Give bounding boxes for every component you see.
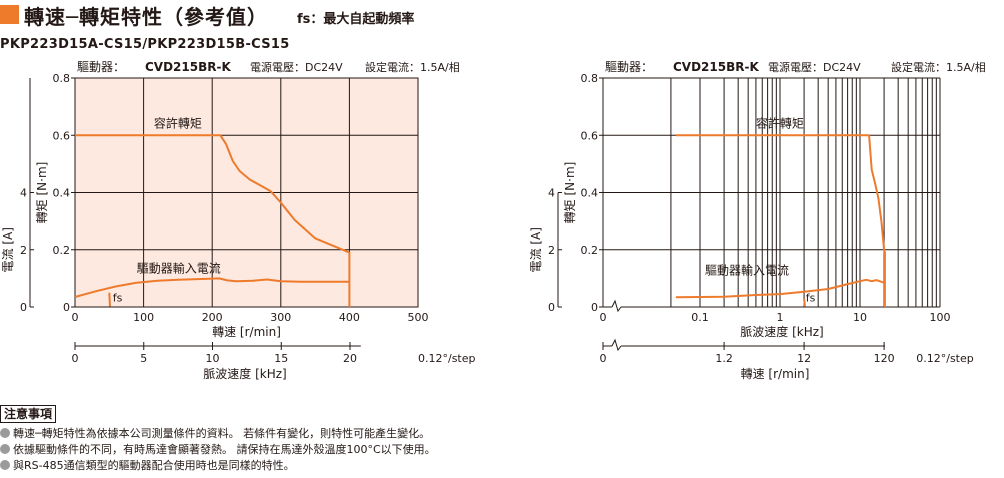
orange-square-icon bbox=[0, 5, 19, 24]
current-tick-label: 2 bbox=[20, 244, 27, 257]
note-item: 與RS-485通信類型的驅動器配合使用時也是同樣的特性。 bbox=[0, 458, 295, 474]
driver-model: CVD215BR-K bbox=[673, 60, 759, 74]
axis-break-icon bbox=[611, 299, 622, 313]
current-setting-label: 設定電流：1.5A/相 bbox=[891, 60, 986, 74]
step-angle-note: 0.12°/step bbox=[418, 352, 476, 365]
y-tick-label: 0 bbox=[63, 301, 70, 314]
driver-model: CVD215BR-K bbox=[145, 60, 231, 74]
fs-label: fs bbox=[113, 291, 123, 304]
fs-label: fs bbox=[806, 291, 816, 304]
notes-title: 注意事項 bbox=[0, 405, 57, 423]
voltage-label: 電源電壓：DC24V bbox=[250, 60, 343, 74]
x-axis-label: 脈波速度 [kHz] bbox=[740, 324, 823, 339]
driver-current-label: 驅動器輸入電流 bbox=[137, 260, 221, 275]
driver-label: 驅動器： bbox=[77, 60, 125, 74]
voltage-label: 電源電壓：DC24V bbox=[768, 60, 861, 74]
note-text: 轉速─轉矩特性為依據本公司測量條件的資料。 若條件有變化，則特性可能產生變化。 bbox=[13, 427, 431, 440]
y-tick-label: 0 bbox=[591, 301, 598, 314]
x-tick-label: 500 bbox=[408, 311, 429, 324]
x-tick-label: 300 bbox=[270, 311, 291, 324]
allowable-torque-curve bbox=[75, 134, 351, 307]
y-tick-label: 0.8 bbox=[581, 72, 599, 85]
charts-area: 驅動器： CVD215BR-K 電源電壓：DC24V 設定電流：1.5A/相 0 0.2 0… bbox=[1, 60, 986, 381]
pulse-tick-label: 10 bbox=[206, 352, 220, 365]
note-item: 依據驅動條件的不同，有時馬達會顯著發熱。 請保持在馬達外殼溫度100°C以下使用… bbox=[0, 442, 436, 458]
step-angle-note: 0.12°/step bbox=[916, 352, 974, 365]
y-tick-label: 0.2 bbox=[581, 244, 599, 257]
pulse-axis-label: 脈波速度 [kHz] bbox=[203, 366, 286, 381]
axis-break-icon bbox=[611, 338, 622, 352]
allowable-torque-label: 容許轉矩 bbox=[154, 115, 202, 130]
pulse-tick-label: 20 bbox=[343, 352, 357, 365]
bullet-icon bbox=[0, 444, 10, 454]
current-axis-label: 電流 [A] bbox=[529, 227, 543, 272]
x-tick-label: 10 bbox=[853, 311, 867, 324]
torque-axis-label: 轉矩 [N·m] bbox=[563, 162, 577, 224]
current-tick-label: 4 bbox=[548, 187, 555, 200]
driver-current-curve bbox=[675, 278, 885, 299]
allowable-torque-curve bbox=[675, 134, 886, 307]
current-tick-label: 0 bbox=[548, 301, 555, 314]
torque-axis-label: 轉矩 [N·m] bbox=[35, 162, 49, 224]
rpm-tick-label: 0 bbox=[600, 352, 607, 365]
x-tick-label: 400 bbox=[339, 311, 360, 324]
fs-marker bbox=[803, 298, 806, 307]
y-tick-label: 0.6 bbox=[581, 129, 599, 142]
page-header: 轉速─轉矩特性（參考值） fs：最大自起動頻率 bbox=[0, 0, 1004, 30]
allowable-torque-label: 容許轉矩 bbox=[756, 115, 804, 130]
rpm-axis-label: 轉速 [r/min] bbox=[741, 367, 810, 381]
current-tick-label: 0 bbox=[20, 301, 27, 314]
pulse-tick-label: 0 bbox=[72, 352, 79, 365]
y-tick-label: 0.2 bbox=[53, 244, 71, 257]
y-tick-label: 0.6 bbox=[53, 129, 71, 142]
y-tick-label: 0.4 bbox=[53, 187, 71, 200]
driver-current-label: 驅動器輸入電流 bbox=[705, 262, 789, 277]
y-tick-label: 0.4 bbox=[581, 187, 599, 200]
current-tick-label: 2 bbox=[548, 244, 555, 257]
rpm-tick-label: 120 bbox=[874, 352, 895, 365]
x-tick-label: 0.1 bbox=[691, 311, 709, 324]
x-tick-label: 100 bbox=[133, 311, 154, 324]
pulse-tick-label: 15 bbox=[274, 352, 288, 365]
x-axis-label: 轉速 [r/min] bbox=[212, 325, 281, 339]
y-tick-label: 0.8 bbox=[53, 72, 71, 85]
bullet-icon bbox=[0, 428, 10, 438]
x-tick-label: 200 bbox=[202, 311, 223, 324]
fs-marker bbox=[108, 292, 111, 307]
x-tick-label: 0 bbox=[600, 311, 607, 324]
rpm-tick-label: 12 bbox=[797, 352, 811, 365]
pulse-tick-label: 5 bbox=[140, 352, 147, 365]
x-tick-label: 0 bbox=[72, 311, 79, 324]
model-name: PKP223D15A-CS15/PKP223D15B-CS15 bbox=[0, 37, 290, 52]
current-tick-label: 4 bbox=[20, 187, 27, 200]
bullet-icon bbox=[0, 460, 10, 470]
current-setting-label: 設定電流：1.5A/相 bbox=[365, 60, 460, 74]
note-text: 與RS-485通信類型的驅動器配合使用時也是同樣的特性。 bbox=[13, 459, 295, 472]
driver-current-curve bbox=[74, 277, 350, 298]
note-item: 轉速─轉矩特性為依據本公司測量條件的資料。 若條件有變化，則特性可能產生變化。 bbox=[0, 426, 430, 442]
rpm-tick-label: 1.2 bbox=[715, 352, 733, 365]
x-tick-label: 100 bbox=[930, 311, 951, 324]
x-tick-label: 1 bbox=[777, 311, 784, 324]
page-title: 轉速─轉矩特性（參考值） bbox=[24, 5, 269, 29]
note-text: 依據驅動條件的不同，有時馬達會顯著發熱。 請保持在馬達外殼溫度100°C以下使用… bbox=[13, 443, 436, 456]
page-subtitle: fs：最大自起動頻率 bbox=[297, 12, 415, 27]
driver-label: 驅動器： bbox=[605, 60, 653, 74]
current-axis-label: 電流 [A] bbox=[1, 227, 15, 272]
